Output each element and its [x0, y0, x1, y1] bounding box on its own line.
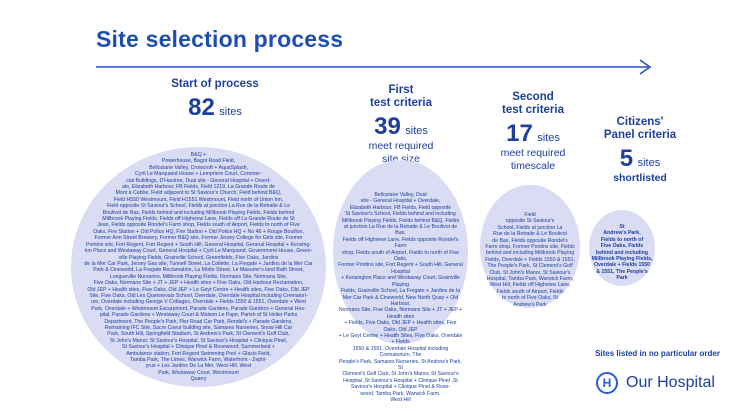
circle-82-sites [71, 147, 326, 387]
stage-label: Second test criteria [501, 91, 564, 116]
hospital-h-icon: H [596, 372, 618, 394]
stage-count: 82 [188, 94, 215, 121]
stage-unit: sites [405, 125, 428, 137]
circle-17-sites [480, 185, 580, 308]
stage-unit: sites [219, 106, 242, 118]
our-hospital-logo: H Our Hospital [596, 371, 715, 395]
stage-citizens-panel: Citizens' Panel criteria 5 sites shortli… [592, 116, 688, 185]
progress-arrow [96, 59, 652, 75]
stage-second-test: Second test criteria 17 sites meet requi… [478, 91, 588, 172]
circle-5-sites [589, 210, 655, 286]
stage-label: Start of process [171, 78, 259, 90]
stage-label: Citizens' Panel criteria [603, 116, 677, 141]
stage-unit: sites [637, 157, 661, 169]
stage-description: meet required timescale [500, 147, 566, 172]
circle-39-sites-list: Belloziane Valley, Dual site - General H… [338, 192, 463, 403]
circle-17-sites-list: Field opposite St Saviour's School, Fiel… [485, 212, 575, 308]
stage-count: 5 [619, 145, 634, 172]
logo-name: Our Hospital [626, 374, 715, 391]
circle-5-sites-list: St Andrew's Park, Fields to north of Fiv… [591, 224, 653, 282]
circle-82-sites-list: B&Q + Powerhouse, Bagot Road Field, Bell… [84, 152, 313, 383]
stage-count: 39 [374, 113, 401, 140]
stage-description: shortlisted [613, 172, 667, 184]
circle-39-sites [333, 160, 468, 344]
footnote: Sites listed in no particular order [595, 349, 720, 358]
page-title: Site selection process [96, 26, 344, 52]
stage-unit: sites [537, 132, 560, 144]
stage-first-test: First test criteria 39 sites meet requir… [345, 84, 457, 165]
stage-count: 17 [506, 120, 533, 147]
stage-label: First test criteria [369, 84, 432, 109]
stage-start: Start of process 82 sites [150, 78, 280, 121]
